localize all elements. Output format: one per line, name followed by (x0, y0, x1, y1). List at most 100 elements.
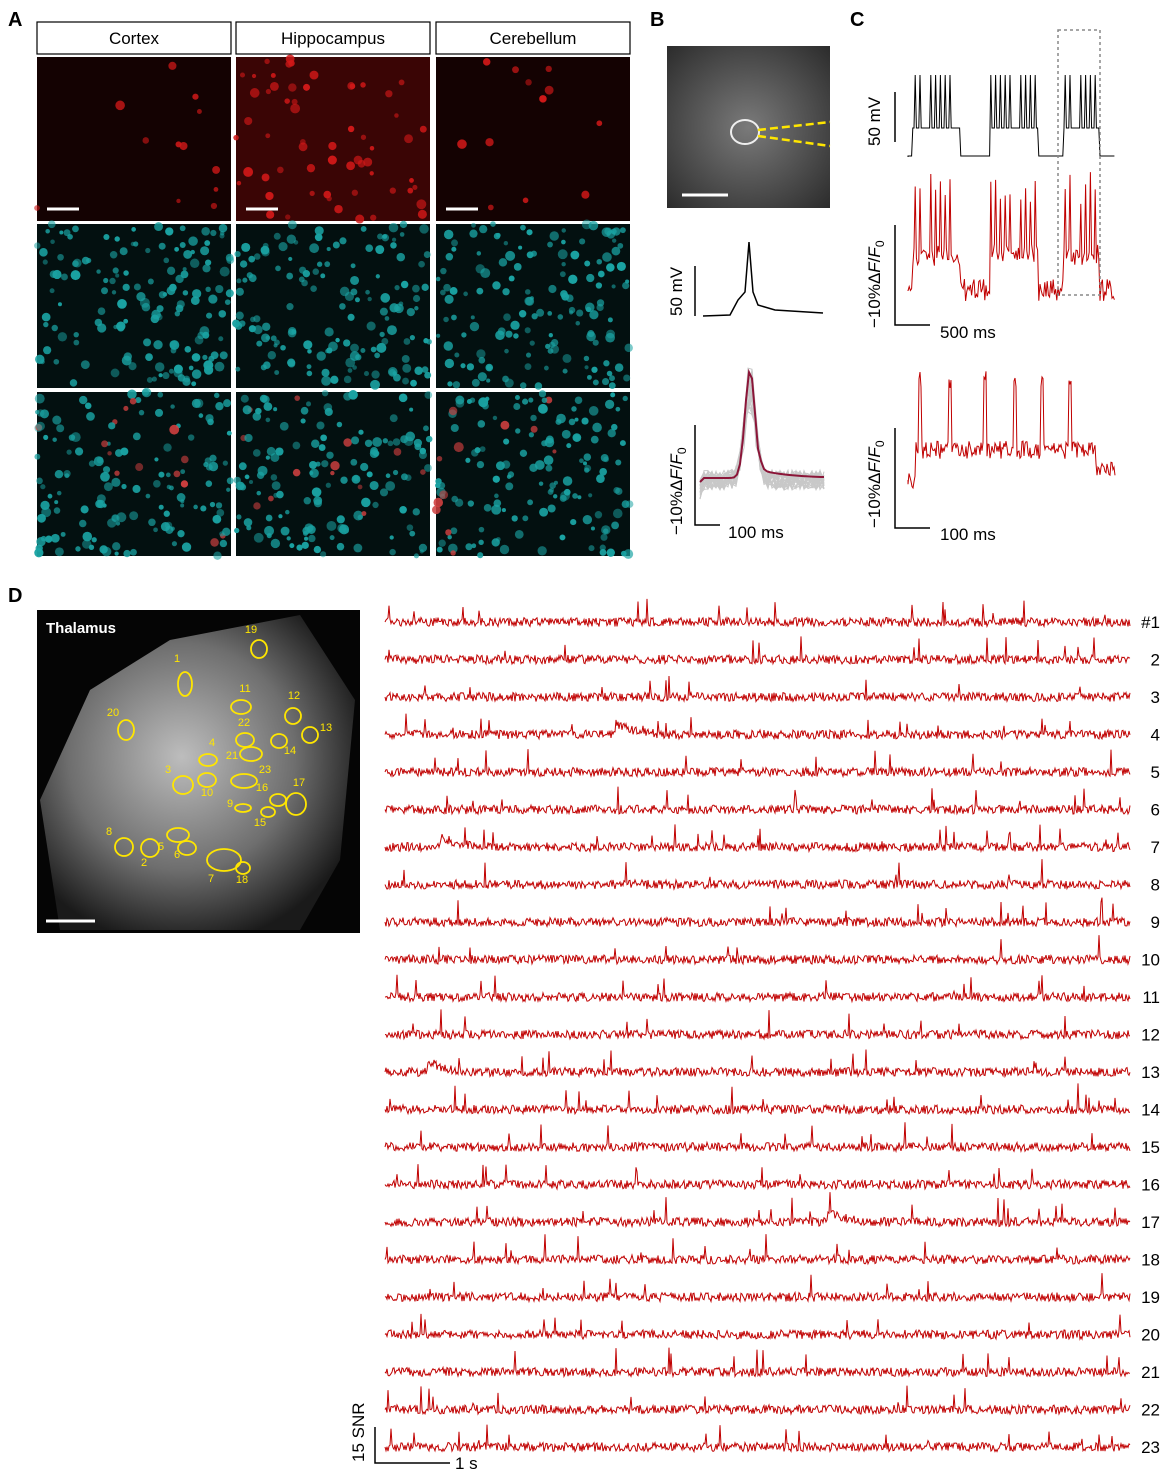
cell (142, 137, 150, 144)
cell (163, 257, 170, 264)
cell (549, 231, 559, 241)
cell (165, 227, 174, 236)
cell (70, 270, 81, 281)
cell (337, 523, 347, 533)
cell (469, 321, 480, 332)
cell (130, 548, 137, 556)
cell (350, 263, 356, 269)
cell (100, 471, 110, 482)
trace-label: 14 (1141, 1101, 1160, 1120)
cell (154, 408, 164, 417)
cell (426, 338, 432, 345)
cell (179, 141, 188, 151)
dff-subscript: 0 (873, 440, 887, 447)
cell (476, 251, 482, 256)
cell (252, 412, 262, 421)
cell (370, 346, 377, 353)
cell (478, 526, 485, 533)
cell (43, 346, 52, 355)
cell (547, 504, 556, 513)
cell (103, 233, 110, 241)
cell (437, 481, 446, 490)
cell (113, 324, 118, 330)
cell (351, 436, 360, 445)
cell (265, 514, 273, 522)
cell (353, 543, 363, 553)
cell (210, 538, 219, 547)
cell (273, 492, 279, 498)
roi-label: 20 (107, 707, 119, 719)
cell (465, 543, 473, 551)
cell (293, 240, 299, 245)
cell (86, 412, 95, 421)
dff-part: / (667, 464, 686, 469)
cell (451, 495, 459, 503)
cell (255, 407, 262, 415)
cell (525, 296, 535, 306)
cell (588, 493, 593, 498)
cell (320, 551, 327, 558)
cell (248, 479, 254, 485)
cell (492, 281, 501, 290)
cell (354, 297, 360, 303)
cell (492, 475, 500, 483)
dff-part: −10%Δ (667, 480, 686, 535)
cell (353, 510, 364, 521)
cell (103, 277, 109, 284)
cell (212, 514, 222, 524)
roi (270, 733, 288, 749)
cell (303, 340, 313, 350)
cell (316, 261, 323, 267)
cell (486, 378, 491, 383)
cell (443, 229, 454, 240)
trace-label: 21 (1141, 1363, 1160, 1382)
activity-trace (384, 675, 1131, 703)
cell (117, 299, 127, 309)
cell (436, 546, 443, 553)
cell (394, 284, 400, 291)
cell (80, 360, 90, 370)
cell (263, 402, 273, 411)
cell (584, 467, 590, 473)
cell (284, 98, 290, 104)
cell (350, 343, 359, 353)
cell (330, 470, 335, 476)
cell (145, 353, 153, 362)
cell (171, 541, 178, 547)
cell (151, 376, 157, 382)
fluorescence-trace (907, 172, 1115, 302)
cell (557, 249, 568, 260)
roi (198, 753, 218, 767)
cell (438, 539, 446, 547)
cell (574, 417, 579, 422)
cell (549, 487, 555, 493)
cell (536, 308, 545, 317)
cell (380, 293, 391, 303)
cell (79, 395, 88, 405)
cell (143, 338, 152, 347)
cell (447, 381, 453, 387)
dff-part: / (865, 457, 884, 462)
cell (478, 356, 486, 364)
cell (539, 95, 547, 103)
panel-label: C (850, 9, 864, 31)
cell (224, 299, 231, 306)
cell (285, 214, 291, 220)
cell (57, 253, 64, 261)
cell (267, 351, 277, 360)
cell (182, 267, 187, 272)
cell (63, 470, 71, 478)
trace-label: 23 (1141, 1438, 1160, 1457)
cell (409, 530, 416, 537)
cell (547, 241, 553, 248)
dff-part: F (865, 461, 884, 473)
cell (218, 336, 224, 342)
cell (312, 268, 320, 275)
cell (538, 390, 547, 398)
dff-part: / (865, 257, 884, 262)
roi (117, 719, 135, 741)
roi (206, 848, 242, 872)
cell (52, 437, 57, 442)
cell (201, 226, 210, 236)
scale-bar (374, 1427, 450, 1464)
